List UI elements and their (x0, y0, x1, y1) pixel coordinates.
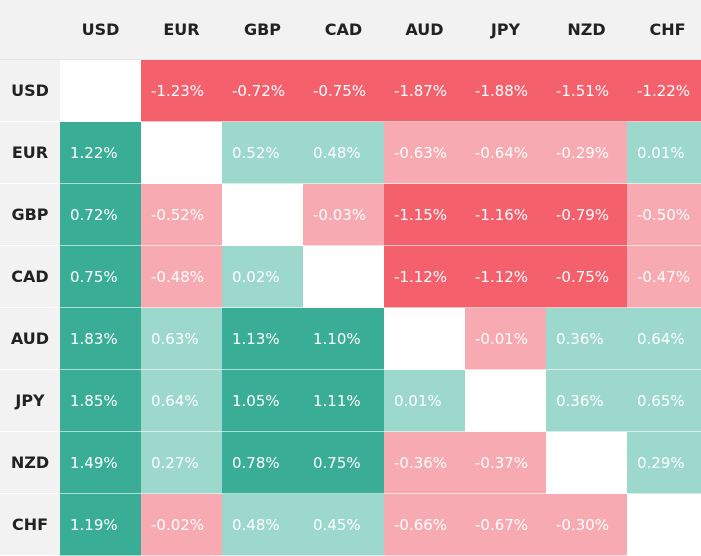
cell-nzd-gbp: 0.78% (222, 432, 303, 494)
cell-cad-nzd: -0.75% (546, 246, 627, 308)
cell-usd-jpy: -1.88% (465, 60, 546, 122)
cell-eur-gbp: 0.52% (222, 122, 303, 184)
cell-nzd-jpy: -0.37% (465, 432, 546, 494)
cell-nzd-nzd (546, 432, 627, 494)
cell-cad-jpy: -1.12% (465, 246, 546, 308)
row-header-aud: AUD (0, 308, 60, 370)
row-header-chf: CHF (0, 494, 60, 556)
cell-cad-gbp: 0.02% (222, 246, 303, 308)
cell-eur-jpy: -0.64% (465, 122, 546, 184)
cell-jpy-nzd: 0.36% (546, 370, 627, 432)
cell-chf-eur: -0.02% (141, 494, 222, 556)
cell-chf-jpy: -0.67% (465, 494, 546, 556)
cell-aud-aud (384, 308, 465, 370)
cell-usd-cad: -0.75% (303, 60, 384, 122)
cell-gbp-cad: -0.03% (303, 184, 384, 246)
cell-eur-usd: 1.22% (60, 122, 141, 184)
row-header-usd: USD (0, 60, 60, 122)
cell-gbp-nzd: -0.79% (546, 184, 627, 246)
column-header-aud: AUD (384, 0, 465, 60)
cell-usd-chf: -1.22% (627, 60, 701, 122)
cell-aud-jpy: -0.01% (465, 308, 546, 370)
cell-cad-chf: -0.47% (627, 246, 701, 308)
row-header-cad: CAD (0, 246, 60, 308)
corner-cell (0, 0, 60, 60)
row-header-eur: EUR (0, 122, 60, 184)
cell-jpy-eur: 0.64% (141, 370, 222, 432)
cell-nzd-chf: 0.29% (627, 432, 701, 494)
cell-nzd-usd: 1.49% (60, 432, 141, 494)
cell-eur-eur (141, 122, 222, 184)
cell-aud-cad: 1.10% (303, 308, 384, 370)
cell-aud-nzd: 0.36% (546, 308, 627, 370)
cell-jpy-cad: 1.11% (303, 370, 384, 432)
cell-chf-cad: 0.45% (303, 494, 384, 556)
column-header-gbp: GBP (222, 0, 303, 60)
cell-eur-aud: -0.63% (384, 122, 465, 184)
column-header-usd: USD (60, 0, 141, 60)
cell-jpy-aud: 0.01% (384, 370, 465, 432)
row-header-gbp: GBP (0, 184, 60, 246)
row-header-nzd: NZD (0, 432, 60, 494)
row-header-jpy: JPY (0, 370, 60, 432)
cell-usd-usd (60, 60, 141, 122)
cell-nzd-eur: 0.27% (141, 432, 222, 494)
column-header-eur: EUR (141, 0, 222, 60)
cell-gbp-gbp (222, 184, 303, 246)
cell-chf-gbp: 0.48% (222, 494, 303, 556)
cell-aud-usd: 1.83% (60, 308, 141, 370)
column-header-cad: CAD (303, 0, 384, 60)
cell-usd-eur: -1.23% (141, 60, 222, 122)
cell-chf-nzd: -0.30% (546, 494, 627, 556)
cell-aud-chf: 0.64% (627, 308, 701, 370)
cell-cad-usd: 0.75% (60, 246, 141, 308)
column-header-jpy: JPY (465, 0, 546, 60)
cell-gbp-eur: -0.52% (141, 184, 222, 246)
column-header-nzd: NZD (546, 0, 627, 60)
cell-eur-cad: 0.48% (303, 122, 384, 184)
cell-jpy-gbp: 1.05% (222, 370, 303, 432)
cell-chf-aud: -0.66% (384, 494, 465, 556)
cell-gbp-jpy: -1.16% (465, 184, 546, 246)
cell-eur-chf: 0.01% (627, 122, 701, 184)
cell-usd-aud: -1.87% (384, 60, 465, 122)
cell-usd-gbp: -0.72% (222, 60, 303, 122)
cell-gbp-aud: -1.15% (384, 184, 465, 246)
cell-nzd-cad: 0.75% (303, 432, 384, 494)
cell-cad-cad (303, 246, 384, 308)
cell-cad-aud: -1.12% (384, 246, 465, 308)
cell-jpy-chf: 0.65% (627, 370, 701, 432)
cell-usd-nzd: -1.51% (546, 60, 627, 122)
cell-gbp-usd: 0.72% (60, 184, 141, 246)
cell-nzd-aud: -0.36% (384, 432, 465, 494)
cell-aud-gbp: 1.13% (222, 308, 303, 370)
cell-chf-chf (627, 494, 701, 556)
cell-jpy-jpy (465, 370, 546, 432)
cell-cad-eur: -0.48% (141, 246, 222, 308)
cell-gbp-chf: -0.50% (627, 184, 701, 246)
cell-aud-eur: 0.63% (141, 308, 222, 370)
cell-jpy-usd: 1.85% (60, 370, 141, 432)
cell-chf-usd: 1.19% (60, 494, 141, 556)
cell-eur-nzd: -0.29% (546, 122, 627, 184)
column-header-chf: CHF (627, 0, 701, 60)
